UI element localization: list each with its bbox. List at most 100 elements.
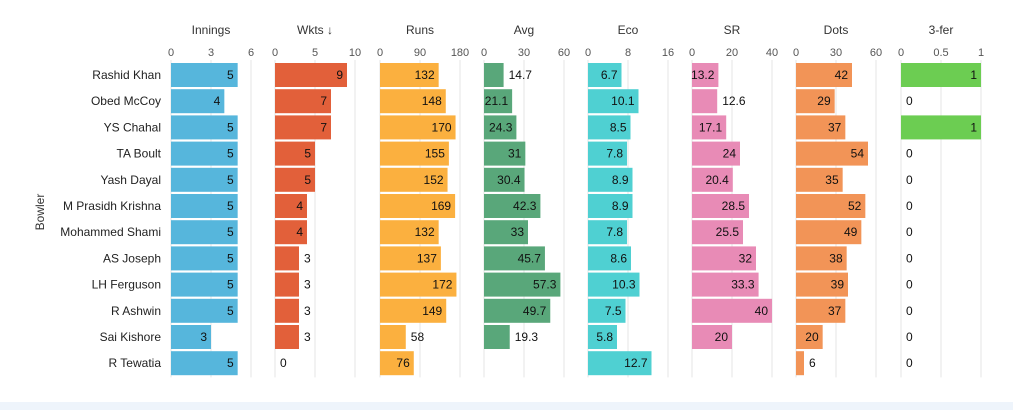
tick-label: 3 [208, 47, 214, 59]
bar [171, 89, 225, 114]
data-label: 28.5 [722, 199, 746, 213]
panel-title: Wkts ↓ [297, 23, 333, 37]
data-label: 20 [805, 330, 819, 344]
data-label: 7.5 [605, 304, 622, 318]
bar [275, 325, 299, 349]
tick-label: 0 [272, 47, 278, 59]
bar [275, 167, 315, 192]
data-label: 42.3 [513, 199, 537, 213]
data-label: 13.2 [691, 68, 715, 82]
bar [275, 246, 299, 271]
bar [692, 325, 732, 349]
bar [588, 115, 631, 140]
data-label: 3 [304, 330, 311, 344]
bar [275, 194, 307, 218]
panel-title: Innings [192, 23, 231, 37]
bar [901, 63, 981, 87]
bar [588, 220, 627, 245]
bar [171, 141, 238, 166]
data-label: 25.5 [716, 225, 740, 239]
data-label: 20 [715, 330, 729, 344]
panel-title: Avg [514, 23, 534, 37]
bar [171, 63, 238, 87]
data-label: 7 [320, 120, 327, 134]
data-label: 12.6 [722, 94, 746, 108]
tick-label: 6 [248, 47, 254, 59]
data-label: 5 [227, 278, 234, 292]
panel-title: Dots [824, 23, 849, 37]
bar [588, 167, 633, 192]
bar [796, 167, 843, 192]
data-label: 3 [200, 330, 207, 344]
bar [380, 272, 457, 297]
data-label: 8.9 [612, 173, 629, 187]
bar [380, 194, 456, 218]
panel-sr: SR0 20 4013.212.617.12420.428.525.53233.34… [689, 23, 778, 378]
bar [380, 89, 446, 114]
data-label: 76 [396, 356, 410, 370]
bar [171, 167, 238, 192]
tick-label: 0 [168, 47, 174, 59]
data-label: 1 [970, 68, 977, 82]
bowler-label: R Ashwin [111, 304, 161, 318]
bar [588, 141, 627, 166]
data-label: 10.1 [611, 94, 635, 108]
data-label: 5 [227, 68, 234, 82]
bar [588, 351, 652, 376]
data-label: 5 [227, 225, 234, 239]
data-label: 19.3 [515, 330, 539, 344]
bar [275, 272, 299, 297]
data-label: 31 [508, 147, 522, 161]
bar [380, 63, 439, 87]
bottom-strip [0, 402, 1013, 410]
bar [901, 115, 981, 140]
data-label: 49.7 [523, 304, 547, 318]
bar [588, 63, 622, 87]
bar [692, 246, 756, 271]
data-label: 1 [970, 120, 977, 134]
bar [484, 298, 551, 323]
bar [692, 89, 718, 114]
tick-label: 10 [349, 47, 361, 59]
data-label: 12.7 [624, 356, 648, 370]
bowler-label: Rashid Khan [92, 68, 161, 82]
data-label: 32 [739, 251, 753, 265]
data-label: 0 [906, 251, 913, 265]
tick-label: 0 [585, 47, 591, 59]
bar [171, 325, 211, 349]
data-label: 7.8 [606, 225, 623, 239]
bar [796, 63, 852, 87]
bar [275, 89, 331, 114]
data-label: 37 [828, 120, 842, 134]
data-label: 57.3 [533, 278, 557, 292]
bowler-label: M Prasidh Krishna [63, 199, 161, 213]
bar [796, 115, 846, 140]
bar [796, 194, 866, 218]
data-label: 10.3 [612, 278, 636, 292]
bowler-label: Yash Dayal [101, 173, 161, 187]
data-label: 33.3 [731, 278, 755, 292]
data-label: 24.3 [489, 120, 513, 134]
data-label: 5 [227, 173, 234, 187]
tick-label: 0 [793, 47, 799, 59]
data-label: 38 [829, 251, 843, 265]
data-label: 58 [411, 330, 425, 344]
data-label: 4 [296, 199, 303, 213]
data-label: 0 [906, 356, 913, 370]
tick-label: 40 [766, 47, 778, 59]
data-label: 3 [304, 278, 311, 292]
data-label: 42 [835, 68, 849, 82]
bar [380, 115, 456, 140]
bar [588, 325, 617, 349]
bar [796, 246, 847, 271]
bar [484, 115, 517, 140]
data-label: 169 [431, 199, 451, 213]
panel-title: Eco [618, 23, 639, 37]
data-label: 5 [227, 304, 234, 318]
data-label: 149 [422, 304, 442, 318]
data-label: 0 [906, 225, 913, 239]
data-label: 14.7 [509, 68, 533, 82]
